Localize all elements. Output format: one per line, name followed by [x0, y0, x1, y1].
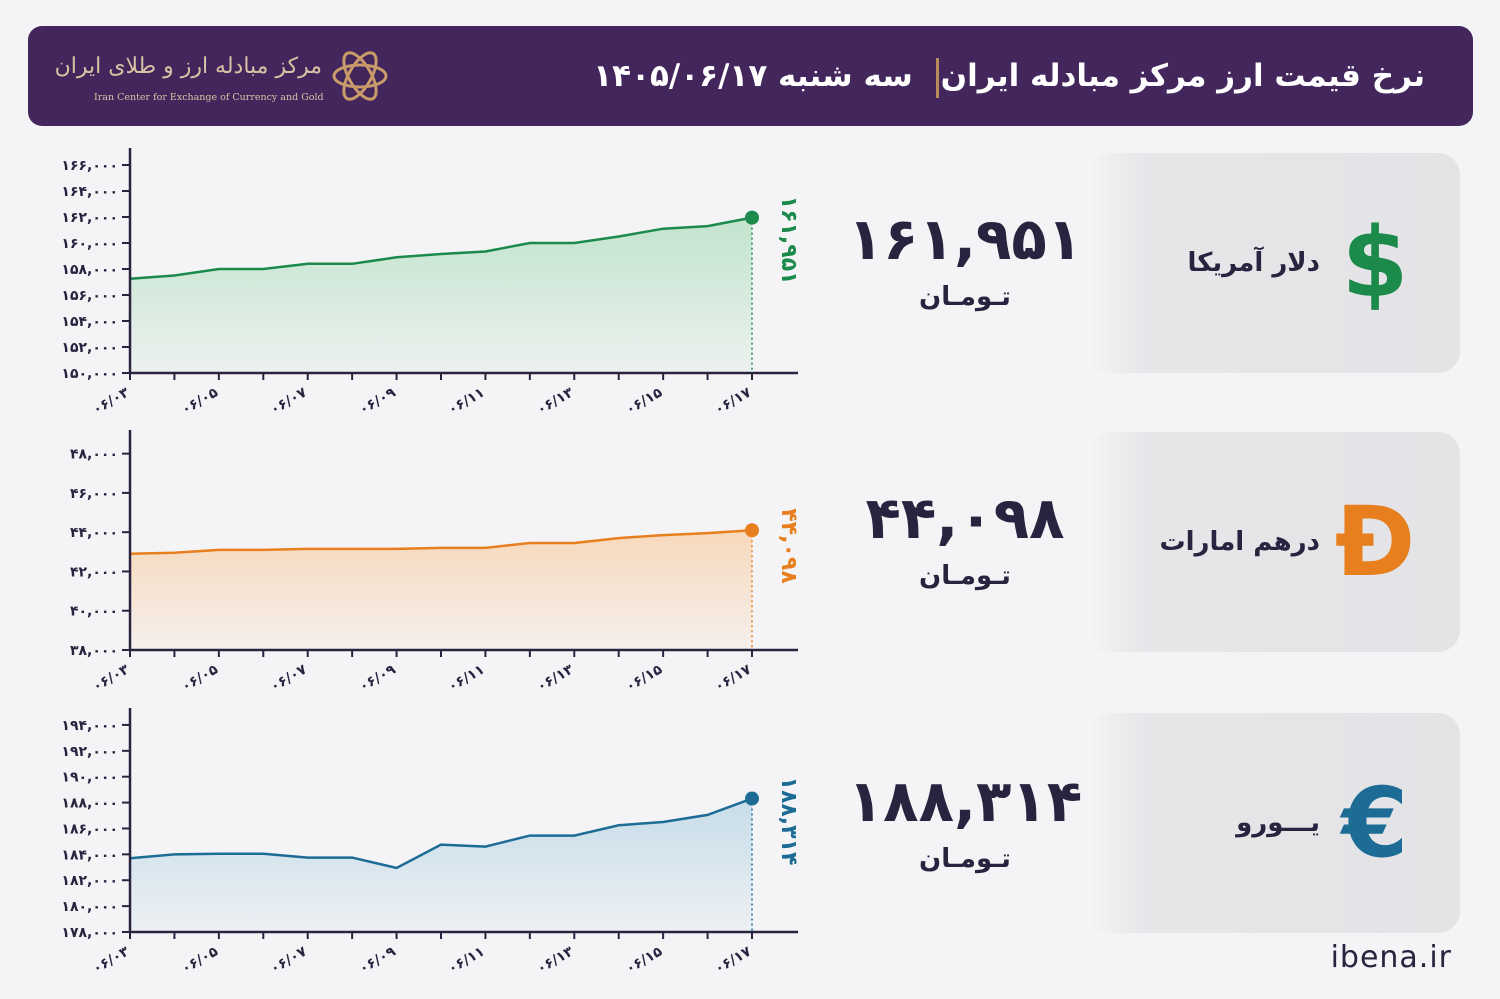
y-tick-label: ۴۸,۰۰۰: [70, 447, 118, 463]
page-title: نرخ قیمت ارز مرکز مبادله ایران: [940, 58, 1425, 94]
series-line: [129, 797, 753, 870]
y-tick-label: ۱۹۴,۰۰۰: [61, 718, 118, 734]
last-point-marker: [745, 791, 759, 806]
price-unit: تـومـان: [919, 843, 1011, 874]
currency-card-usd: دلار آمریکا $: [1088, 153, 1460, 373]
x-tick-label: ۰۶/۱۵: [623, 943, 665, 977]
aed-price-chart: ۳۸,۰۰۰ ۴۰,۰۰۰ ۴۲,۰۰۰ ۴۴,۰۰۰ ۴۶,۰۰۰ ۴۸,۰۰۰ ۰۶/۰…: [70, 430, 801, 696]
currency-card-eur: یـــورو €: [1088, 713, 1460, 933]
y-tick-label: ۱۹۲,۰۰۰: [61, 744, 118, 760]
dollar-icon: $: [1341, 207, 1409, 319]
x-tick-label: ۰۶/۰۹: [357, 661, 399, 695]
x-tick-label: ۰۶/۰۵: [179, 943, 221, 977]
y-tick-label: ۱۸۴,۰۰۰: [61, 847, 118, 863]
price-block-aed: ۴۴,۰۹۸ تـومـان: [840, 484, 1090, 591]
y-tick-label: ۱۶۴,۰۰۰: [61, 184, 118, 200]
price-block-usd: ۱۶۱,۹۵۱ تـومـان: [840, 205, 1090, 312]
logo-text-fa: مرکز مبادله ارز و طلای ایران: [54, 54, 322, 79]
x-tick-label: ۰۶/۱۷: [712, 661, 754, 695]
series-area: [130, 798, 752, 932]
series-area: [130, 217, 752, 373]
price-value: ۱۶۱,۹۵۱: [847, 205, 1083, 273]
x-tick-label: ۰۶/۰۳: [90, 943, 132, 977]
y-tick-label: ۴۶,۰۰۰: [70, 486, 118, 502]
series-line: [129, 529, 753, 556]
x-tick-label: ۰۶/۱۳: [534, 384, 576, 418]
x-tick-label: ۰۶/۰۷: [268, 943, 310, 977]
x-tick-label: ۰۶/۱۳: [534, 661, 576, 695]
y-tick-label: ۴۰,۰۰۰: [70, 604, 118, 620]
y-tick-label: ۱۸۶,۰۰۰: [61, 821, 118, 837]
x-tick-label: ۰۶/۱۱: [445, 385, 487, 419]
eur-price-chart: ۱۷۸,۰۰۰ ۱۸۰,۰۰۰ ۱۸۲,۰۰۰ ۱۸۴,۰۰۰ ۱۸۶,۰۰۰ ۱۸۸,۰…: [61, 708, 801, 978]
y-tick-label: ۱۸۲,۰۰۰: [61, 873, 118, 889]
x-tick-label: ۰۶/۰۷: [268, 661, 310, 695]
last-value-label: ۴۴,۰۹۸: [776, 508, 801, 584]
x-tick-label: ۰۶/۱۵: [623, 384, 665, 418]
last-point-marker: [745, 210, 759, 225]
y-tick-label: ۱۷۸,۰۰۰: [61, 925, 118, 941]
y-tick-label: ۱۵۰,۰۰۰: [61, 366, 118, 382]
last-value-label: ۱۶۱,۹۵۱: [776, 196, 801, 285]
currency-name: یـــورو: [1236, 808, 1320, 838]
currency-card-aed: درهم امارات Đ: [1088, 432, 1460, 652]
last-point-marker: [745, 523, 759, 538]
y-tick-label: ۱۶۰,۰۰۰: [61, 236, 118, 252]
y-tick-label: ۱۸۸,۰۰۰: [61, 796, 118, 812]
y-tick-label: ۴۲,۰۰۰: [70, 564, 118, 580]
series-area: [130, 530, 752, 650]
x-tick-label: ۰۶/۱۱: [445, 662, 487, 696]
x-tick-label: ۰۶/۰۳: [90, 384, 132, 418]
x-tick-label: ۰۶/۰۹: [357, 943, 399, 977]
y-tick-label: ۱۵۲,۰۰۰: [61, 340, 118, 356]
series-line: [129, 216, 753, 280]
currency-name: دلار آمریکا: [1187, 248, 1320, 278]
x-tick-label: ۰۶/۱۱: [445, 944, 487, 978]
last-value-label: ۱۸۸,۳۱۴: [776, 777, 801, 866]
x-tick-label: ۰۶/۱۷: [712, 943, 754, 977]
y-tick-label: ۱۶۶,۰۰۰: [61, 158, 118, 174]
usd-price-chart: ۱۵۰,۰۰۰ ۱۵۲,۰۰۰ ۱۵۴,۰۰۰ ۱۵۶,۰۰۰ ۱۵۸,۰۰۰ ۱۶۰,۰…: [61, 148, 801, 419]
y-tick-label: ۴۴,۰۰۰: [70, 525, 118, 541]
logo-text-en: Iran Center for Exchange of Currency and…: [94, 92, 324, 103]
price-unit: تـومـان: [919, 281, 1011, 312]
y-tick-label: ۱۸۰,۰۰۰: [61, 899, 118, 915]
header-date: سه شنبه ۱۴۰۵/۰۶/۱۷: [593, 58, 913, 94]
price-block-eur: ۱۸۸,۳۱۴ تـومـان: [840, 767, 1090, 874]
x-tick-label: ۰۶/۰۵: [179, 661, 221, 695]
x-tick-label: ۰۶/۰۷: [268, 384, 310, 418]
site-url: ibena.ir: [1330, 940, 1452, 975]
x-tick-label: ۰۶/۱۵: [623, 661, 665, 695]
y-tick-label: ۱۵۸,۰۰۰: [61, 262, 118, 278]
x-tick-label: ۰۶/۰۳: [90, 661, 132, 695]
x-tick-label: ۰۶/۱۳: [534, 943, 576, 977]
logo-mark-icon: [332, 51, 388, 101]
price-value: ۴۴,۰۹۸: [865, 484, 1065, 552]
dirham-icon: Đ: [1334, 486, 1416, 598]
euro-icon: €: [1341, 767, 1409, 879]
y-tick-label: ۱۹۰,۰۰۰: [61, 770, 118, 786]
y-tick-label: ۱۵۶,۰۰۰: [61, 288, 118, 304]
x-tick-label: ۰۶/۰۹: [357, 384, 399, 418]
y-tick-label: ۱۶۲,۰۰۰: [61, 210, 118, 226]
currency-name: درهم امارات: [1159, 527, 1320, 557]
price-unit: تـومـان: [919, 560, 1011, 591]
price-value: ۱۸۸,۳۱۴: [847, 767, 1083, 835]
x-tick-label: ۰۶/۱۷: [712, 384, 754, 418]
y-tick-label: ۳۸,۰۰۰: [70, 643, 118, 659]
y-tick-label: ۱۵۴,۰۰۰: [61, 314, 118, 330]
header-banner: مرکز مبادله ارز و طلای ایران Iran Center…: [28, 26, 1473, 126]
header-divider: [936, 58, 939, 98]
x-tick-label: ۰۶/۰۵: [179, 384, 221, 418]
